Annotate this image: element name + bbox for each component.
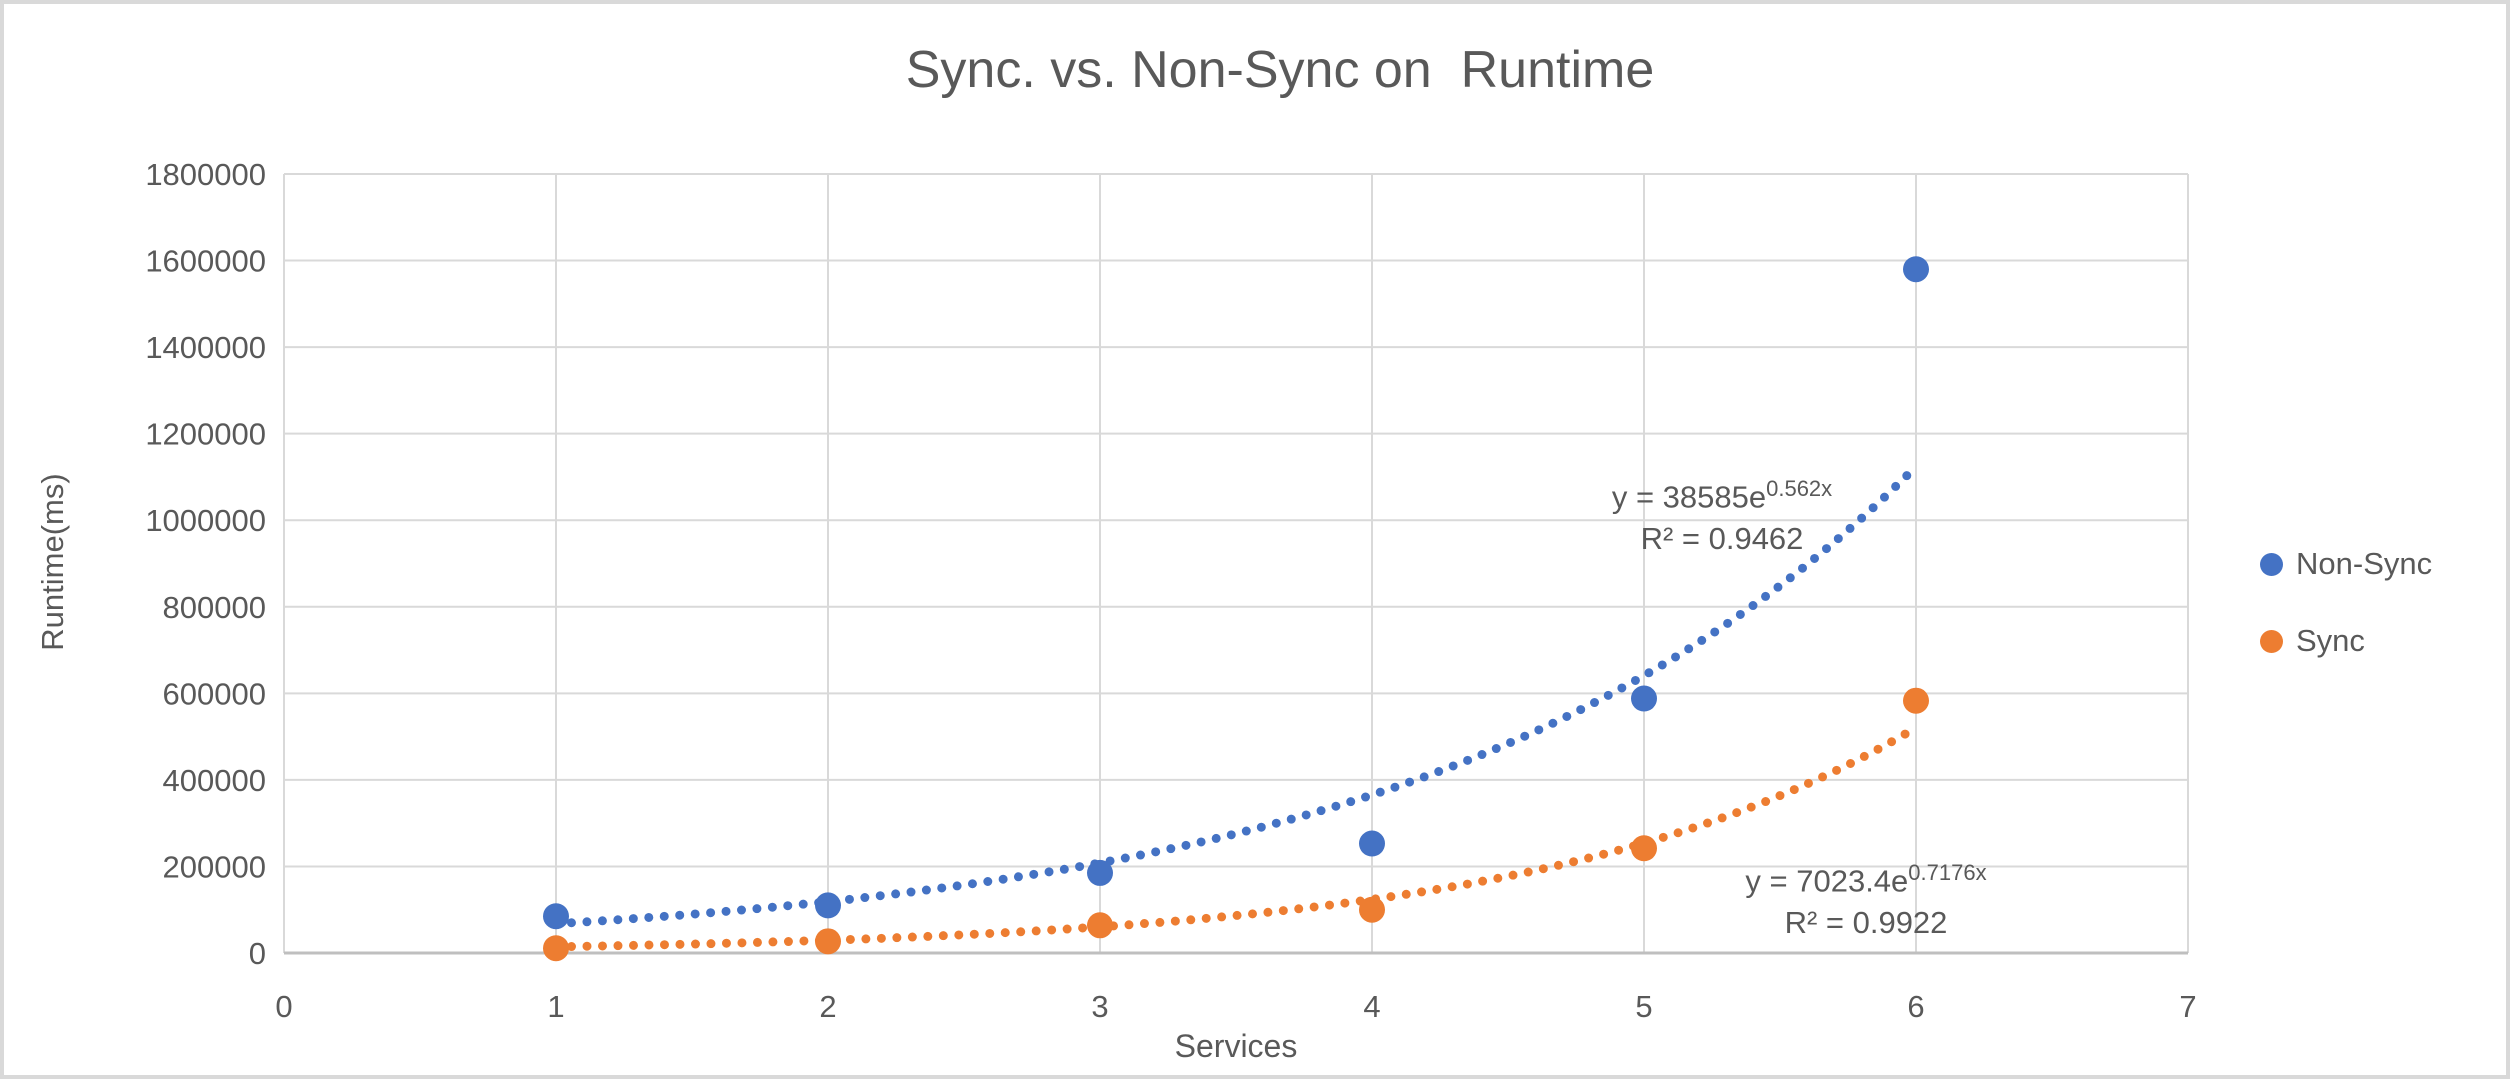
data-point-sync: [1903, 687, 1929, 714]
data-point-sync: [815, 928, 841, 955]
x-tick-label: 7: [2179, 989, 2196, 1024]
y-tick-label: 800000: [163, 590, 266, 625]
y-tick-label: 400000: [163, 763, 266, 798]
data-point-non-sync: [1903, 256, 1929, 283]
x-tick-label: 1: [547, 989, 564, 1024]
chart-title: Sync. vs. Non-Sync on Runtime: [905, 41, 1655, 99]
y-tick-label: 0: [249, 936, 266, 971]
x-tick-label: 2: [819, 989, 836, 1024]
y-axis-title: Runtime(ms): [35, 473, 70, 651]
equation-text: y = 7023.4e: [1745, 863, 1909, 899]
r-squared-text: R² = 0.9922: [1784, 905, 1948, 941]
legend-item-non-sync: Non-Sync: [2260, 546, 2432, 582]
data-point-non-sync: [1359, 830, 1385, 857]
y-tick-label: 1400000: [145, 330, 266, 365]
equation-text: y = 38585e: [1611, 479, 1767, 515]
legend: Non-Sync Sync: [2260, 546, 2432, 659]
y-tick-label: 1200000: [145, 417, 266, 452]
non-sync-marker-icon: [2260, 552, 2283, 576]
r-squared-text: R² = 0.9462: [1640, 521, 1804, 557]
data-point-non-sync: [1087, 859, 1113, 886]
x-axis-title: Services: [1174, 1028, 1298, 1064]
data-point-sync: [1631, 835, 1657, 862]
x-tick-label: 4: [1363, 989, 1380, 1024]
data-point-sync: [1359, 896, 1385, 923]
y-tick-label: 200000: [163, 849, 266, 884]
x-tick-label: 0: [275, 989, 292, 1024]
x-tick-label: 5: [1635, 989, 1652, 1024]
trendline-equation-sync: y = 7023.4e0.7176x R² = 0.9922: [1696, 852, 2036, 944]
sync-marker-icon: [2260, 629, 2283, 653]
trendline-sync: [551, 723, 1921, 952]
legend-label: Sync: [2296, 623, 2365, 658]
data-point-non-sync: [815, 892, 841, 919]
data-point-non-sync: [543, 903, 569, 930]
data-point-non-sync: [1631, 685, 1657, 712]
x-tick-label: 6: [1907, 989, 1924, 1024]
trendline-non-sync: [551, 462, 1921, 929]
scatter-plot: 0 200000 400000 600000 800000 1000000 1200000 1…: [145, 157, 2196, 1024]
y-tick-label: 600000: [163, 676, 266, 711]
equation-exponent: 0.7176x: [1908, 860, 1987, 885]
legend-item-sync: Sync: [2260, 623, 2432, 659]
y-tick-label: 1600000: [145, 244, 266, 279]
legend-label: Non-Sync: [2296, 546, 2433, 581]
y-tick-label: 1800000: [145, 157, 266, 192]
x-tick-label: 3: [1091, 989, 1108, 1024]
y-tick-label: 1000000: [145, 503, 266, 538]
data-point-sync: [543, 935, 569, 962]
trendline-equation-non-sync: y = 38585e0.562x R² = 0.9462: [1552, 468, 1892, 560]
data-point-sync: [1087, 912, 1113, 939]
equation-exponent: 0.562x: [1766, 476, 1833, 501]
